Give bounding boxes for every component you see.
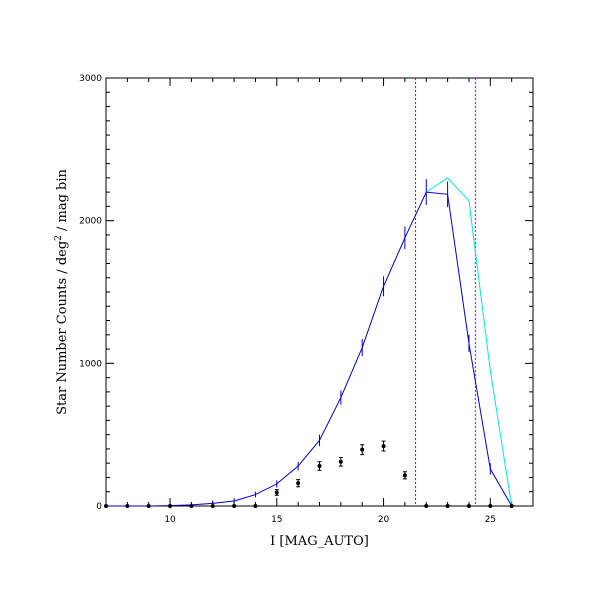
data-point: [189, 504, 194, 508]
series-line: [106, 191, 513, 507]
y-axis-label-rest: / mag bin: [55, 168, 70, 235]
data-point: [509, 504, 514, 508]
data-point: [317, 464, 322, 469]
data-point: [232, 504, 237, 508]
data-point: [466, 504, 471, 508]
x-axis-label: I [MAG_AUTO]: [270, 534, 369, 549]
x-tick-label: 20: [378, 515, 390, 525]
data-point: [104, 504, 108, 508]
data-point: [402, 473, 407, 478]
y-tick-label: 0: [96, 502, 102, 512]
x-tick-label: 10: [164, 515, 176, 525]
y-tick-label: 1000: [79, 359, 102, 369]
x-tick-label: 25: [485, 515, 496, 525]
minor-ticks: [105, 78, 534, 506]
data-point: [296, 481, 301, 486]
data-point: [274, 490, 279, 495]
data-point: [210, 504, 215, 508]
data-point: [445, 504, 450, 508]
y-tick-label: 2000: [79, 217, 102, 227]
y-axis-label: Star Number Counts / deg2 / mag bin: [54, 168, 70, 414]
data-point: [338, 459, 343, 464]
y-tick-label: 3000: [79, 74, 102, 84]
series-line: [425, 177, 513, 507]
data-point: [168, 504, 173, 508]
series-group: [104, 177, 514, 509]
data-point: [488, 504, 493, 508]
data-point: [125, 504, 130, 508]
data-point: [146, 504, 151, 508]
data-point: [424, 504, 429, 508]
tick-labels: 10 15 20 25 0 1000 2000 3000: [79, 74, 496, 525]
y-axis-label-main: Star Number Counts / deg: [55, 241, 70, 415]
y-axis-label-superscript: 2: [54, 235, 64, 241]
x-tick-label: 15: [271, 515, 282, 525]
data-point: [253, 504, 258, 508]
data-point: [360, 447, 365, 452]
cut-lines: [415, 78, 476, 506]
data-point: [381, 444, 386, 449]
